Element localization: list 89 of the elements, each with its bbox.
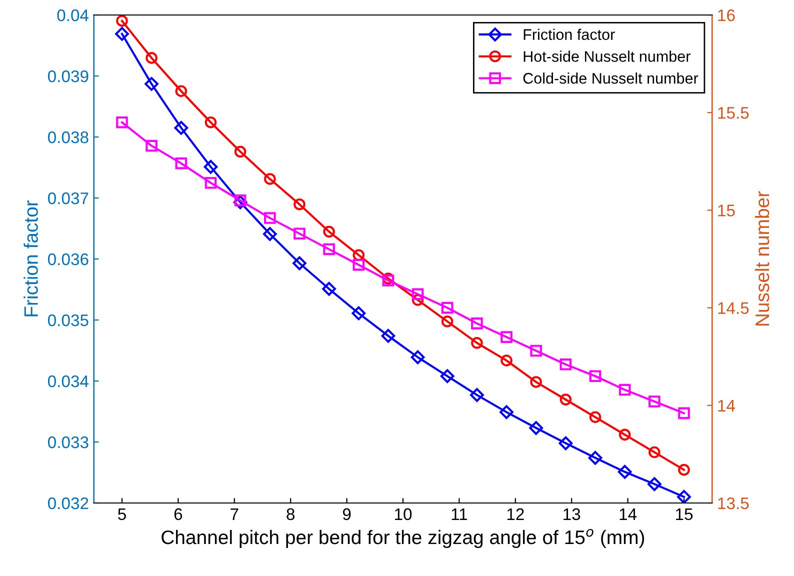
point xyxy=(262,227,277,241)
x-tick-label: 13 xyxy=(564,508,580,520)
y2-tick-label: 13.5 xyxy=(718,497,749,510)
point xyxy=(471,318,483,330)
x-tick-label: 8 xyxy=(286,508,295,520)
point xyxy=(116,116,128,128)
point xyxy=(412,288,424,300)
y-tick-label: 0.037 xyxy=(48,192,88,204)
legend-label: Friction factor xyxy=(524,28,615,40)
y2-tick-label: 14.5 xyxy=(718,302,749,314)
point xyxy=(323,226,335,238)
point xyxy=(264,212,276,224)
x-tick-label: 7 xyxy=(230,508,238,520)
point xyxy=(234,194,246,206)
point xyxy=(618,384,631,396)
point xyxy=(292,256,306,270)
y2-tick-label: 15 xyxy=(718,204,735,216)
point xyxy=(174,120,188,135)
x-tick-label: 5 xyxy=(118,508,126,520)
point xyxy=(648,477,662,492)
point xyxy=(589,411,602,424)
x-tick-label: 15 xyxy=(676,508,693,520)
point xyxy=(618,464,632,479)
y-tick-label: 0.034 xyxy=(48,375,89,388)
point xyxy=(560,358,572,370)
point xyxy=(175,85,188,98)
point xyxy=(500,354,512,366)
point xyxy=(530,376,542,388)
y-tick-label: 0.039 xyxy=(48,70,88,82)
point xyxy=(560,394,572,406)
x-tick-label: 12 xyxy=(507,508,524,520)
point xyxy=(471,337,483,349)
point xyxy=(588,450,602,465)
point xyxy=(410,350,425,364)
point xyxy=(352,258,365,271)
point xyxy=(352,306,366,320)
point xyxy=(648,446,660,458)
point xyxy=(234,146,246,158)
point xyxy=(204,160,218,174)
point xyxy=(294,228,306,240)
point xyxy=(441,316,454,328)
point xyxy=(440,369,454,384)
point xyxy=(500,331,512,343)
point xyxy=(116,15,128,27)
point xyxy=(264,173,276,185)
y-tick-label: 0.038 xyxy=(48,131,88,144)
x-tick-label: 10 xyxy=(395,508,412,520)
point xyxy=(677,490,691,503)
point xyxy=(558,436,573,450)
point xyxy=(204,116,217,128)
x-tick-label: 6 xyxy=(174,508,182,520)
point xyxy=(144,76,158,91)
point xyxy=(115,26,129,41)
point xyxy=(146,52,158,64)
x-tick-label: 14 xyxy=(620,508,637,520)
y-tick-label: 0.04 xyxy=(57,9,89,22)
point xyxy=(678,407,690,420)
point xyxy=(322,282,336,296)
point xyxy=(500,405,514,420)
point xyxy=(233,195,248,210)
y2-axis-title: Nusselt number xyxy=(754,191,770,326)
y-tick-label: 0.033 xyxy=(48,436,88,448)
legend-label: Cold-side Nusselt number xyxy=(523,72,698,84)
point xyxy=(529,421,544,435)
x-axis-title: Channel pitch per bend for the zigzag angle of 15$^{o}$ (mm) xyxy=(162,528,644,548)
y-tick-label: 0.036 xyxy=(48,253,88,266)
legend-label: Hot-side Nusselt number xyxy=(524,50,690,62)
y2-tick-label: 14 xyxy=(718,400,736,412)
point xyxy=(323,243,335,256)
point xyxy=(412,294,424,306)
point xyxy=(441,302,454,314)
point xyxy=(470,388,484,402)
point xyxy=(530,344,542,357)
point xyxy=(381,328,396,343)
point xyxy=(618,428,631,441)
point xyxy=(589,370,602,382)
x-tick-label: 9 xyxy=(342,508,351,520)
point xyxy=(146,140,158,152)
y-axis-title: Friction factor xyxy=(24,200,38,316)
point xyxy=(175,157,188,170)
x-tick-label: 11 xyxy=(452,508,468,520)
y2-tick-label: 15.5 xyxy=(718,107,749,119)
y-tick-label: 0.032 xyxy=(48,497,88,510)
point xyxy=(294,198,306,210)
point xyxy=(204,176,217,189)
point xyxy=(678,464,690,476)
y-tick-label: 0.035 xyxy=(48,314,88,326)
point xyxy=(648,396,660,408)
y2-tick-label: 16 xyxy=(718,9,735,22)
